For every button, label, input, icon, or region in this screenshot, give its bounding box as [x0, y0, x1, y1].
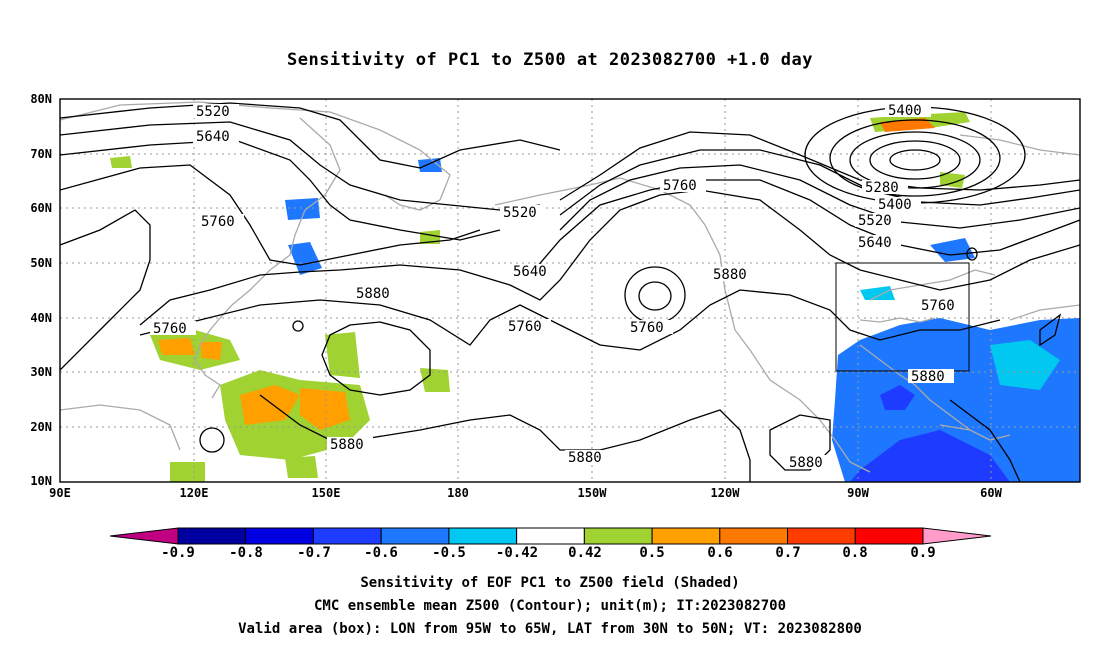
footer-line-3: Valid area (box): LON from 95W to 65W, L… [238, 621, 862, 637]
lat-label: 20N [30, 420, 52, 434]
colorbar-swatch [448, 527, 518, 545]
colorbar-swatch [177, 527, 247, 545]
colorbar-label: 0.7 [775, 545, 801, 561]
lon-label: 150E [311, 486, 341, 500]
colorbar-label: 0.5 [639, 545, 665, 561]
colorbar-swatch [651, 527, 721, 545]
colorbar-label: -0.7 [297, 545, 331, 561]
contour-label: 5280 [865, 180, 899, 196]
lon-label: 120W [710, 486, 740, 500]
contour-label: 5520 [858, 213, 892, 229]
lon-label: 90E [49, 486, 71, 500]
contour-label: 5760 [201, 214, 235, 230]
contour-label-group: 5520 5640 5760 5520 5760 5640 5760 5760 … [150, 103, 964, 471]
lat-label: 30N [30, 365, 52, 379]
lon-label: 60W [980, 486, 1002, 500]
colorbar [109, 527, 992, 545]
colorbar-label: -0.9 [161, 545, 195, 561]
colorbar-swatch [516, 527, 585, 545]
contour-label: 5400 [878, 197, 912, 213]
colorbar-swatch [312, 527, 382, 545]
contour-label: 5880 [356, 286, 390, 302]
lon-label: 180 [447, 486, 469, 500]
colorbar-label: -0.6 [364, 545, 398, 561]
contour-label: 5520 [503, 205, 537, 221]
contour-label: 5640 [196, 129, 230, 145]
lon-label: 150W [577, 486, 607, 500]
contour-label: 5760 [153, 321, 187, 337]
colorbar-swatch [719, 527, 789, 545]
colorbar-swatch [380, 527, 450, 545]
lat-label: 50N [30, 256, 52, 270]
footer-line-1: Sensitivity of EOF PC1 to Z500 field (Sh… [360, 575, 740, 591]
contour-label: 5880 [789, 455, 823, 471]
colorbar-label: -0.42 [495, 545, 539, 561]
colorbar-label: 0.42 [568, 545, 602, 561]
contour-label: 5520 [196, 104, 230, 120]
contour-label: 5880 [911, 369, 945, 385]
sensitivity-shading [110, 112, 1080, 482]
z500-contours [60, 102, 1080, 482]
contour-label: 5400 [888, 103, 922, 119]
coastlines [60, 101, 1080, 473]
lat-label: 40N [30, 311, 52, 325]
colorbar-label: 0.9 [910, 545, 936, 561]
lat-label: 60N [30, 201, 52, 215]
colorbar-arrow-right [922, 527, 992, 545]
footer-line-2: CMC ensemble mean Z500 (Contour); unit(m… [313, 598, 786, 614]
lat-label: 70N [30, 147, 52, 161]
contour-label: 5880 [568, 450, 602, 466]
colorbar-label: -0.8 [229, 545, 263, 561]
colorbar-swatch [787, 527, 856, 545]
contour-label: 5760 [663, 178, 697, 194]
contour-label: 5640 [858, 235, 892, 251]
contour-label: 5880 [330, 437, 364, 453]
grid-lines [60, 99, 1080, 482]
contour-label: 5760 [508, 319, 542, 335]
colorbar-arrow-left [109, 527, 179, 545]
lon-label: 120E [179, 486, 209, 500]
page-title: Sensitivity of PC1 to Z500 at 2023082700… [286, 50, 813, 70]
contour-label: 5760 [921, 298, 955, 314]
valid-area-box [835, 262, 970, 372]
lat-label: 80N [30, 92, 52, 106]
colorbar-label: -0.5 [432, 545, 466, 561]
lon-label: 90W [847, 486, 869, 500]
colorbar-swatch [854, 527, 924, 545]
contour-label: 5880 [713, 267, 747, 283]
colorbar-swatch [245, 527, 314, 545]
colorbar-label: 0.8 [842, 545, 868, 561]
colorbar-label: 0.6 [707, 545, 733, 561]
lat-label: 10N [30, 474, 52, 488]
colorbar-swatch [583, 527, 653, 545]
map-frame [59, 98, 1081, 483]
contour-label: 5760 [630, 320, 664, 336]
contour-label: 5640 [513, 264, 547, 280]
